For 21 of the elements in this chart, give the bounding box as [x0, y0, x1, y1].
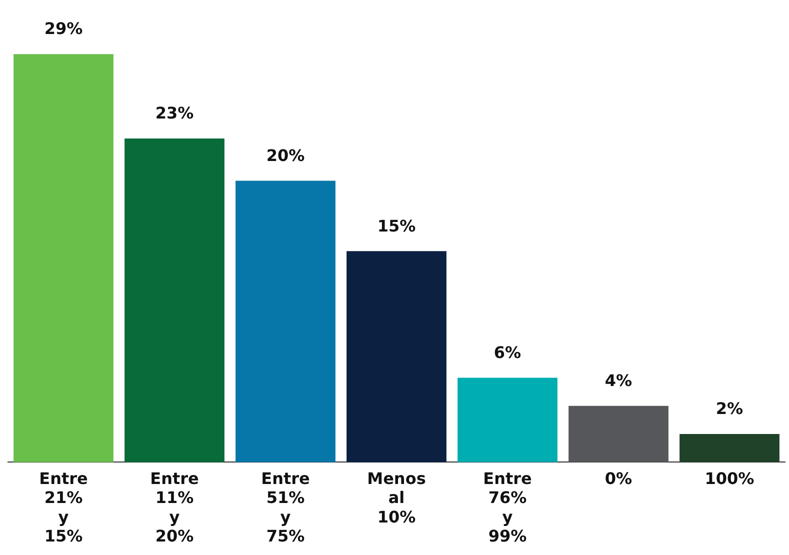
data-label: 4%: [604, 371, 632, 390]
data-label: 6%: [494, 342, 522, 362]
data-label: 23%: [155, 104, 194, 123]
bar: [458, 378, 558, 462]
data-label: 2%: [716, 399, 744, 418]
x-tick-label: Entre 21% y 15%: [39, 468, 88, 546]
data-label: 15%: [377, 216, 416, 236]
x-tick-label: Entre 51% y 75%: [261, 468, 310, 546]
data-label: 20%: [266, 146, 305, 165]
x-tick-label: Entre 76% y 99%: [483, 468, 532, 546]
bar: [680, 434, 780, 462]
x-tick-label: 0%: [604, 468, 632, 488]
bar: [124, 138, 224, 462]
x-tick-label: Menos al 10%: [367, 468, 426, 526]
bar: [236, 180, 336, 462]
x-tick-label: Entre 11% y 20%: [150, 468, 199, 546]
data-label: 29%: [44, 19, 83, 38]
x-tick-label: 100%: [704, 468, 754, 488]
bar: [14, 54, 114, 462]
bar: [568, 406, 668, 462]
bar: [346, 251, 446, 462]
